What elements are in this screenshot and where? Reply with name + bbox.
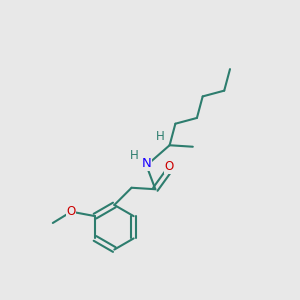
- Text: N: N: [142, 158, 151, 170]
- Text: O: O: [165, 160, 174, 173]
- Text: H: H: [130, 149, 138, 162]
- Text: O: O: [67, 205, 76, 218]
- Text: H: H: [156, 130, 165, 143]
